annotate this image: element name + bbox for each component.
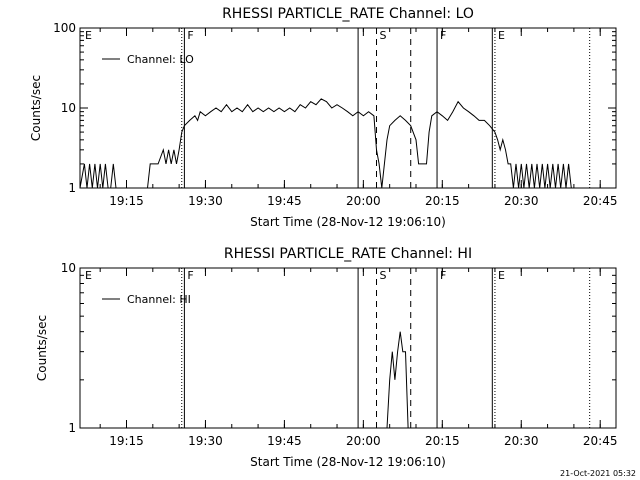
event-marker-label: F xyxy=(440,269,446,282)
series-line xyxy=(386,331,409,429)
y-tick-label: 10 xyxy=(61,261,76,275)
event-marker-label: E xyxy=(498,269,505,282)
x-tick-label: 20:45 xyxy=(583,434,618,448)
y-tick-label: 1 xyxy=(68,421,76,435)
y-axis-label-hi: Counts/sec xyxy=(35,315,49,381)
x-tick-label: 20:00 xyxy=(346,194,381,208)
x-tick-label: 20:15 xyxy=(425,434,460,448)
event-marker-label: E xyxy=(85,269,92,282)
legend-label: Channel: LO xyxy=(127,53,194,66)
event-marker-label: S xyxy=(380,29,387,42)
x-axis-label-lo: Start Time (28-Nov-12 19:06:10) xyxy=(250,215,446,229)
event-marker-label: E xyxy=(85,29,92,42)
series-line xyxy=(79,98,574,189)
x-tick-label: 20:30 xyxy=(504,434,539,448)
y-axis-label-lo: Counts/sec xyxy=(29,75,43,141)
chart-title-hi: RHESSI PARTICLE_RATE Channel: HI xyxy=(224,246,472,262)
event-marker-label: F xyxy=(187,269,193,282)
x-tick-label: 20:30 xyxy=(504,194,539,208)
event-marker-label: F xyxy=(440,29,446,42)
chart-title-lo: RHESSI PARTICLE_RATE Channel: LO xyxy=(222,6,474,22)
event-marker-label: E xyxy=(498,29,505,42)
y-tick-label: 1 xyxy=(68,181,76,195)
x-tick-label: 19:30 xyxy=(188,194,223,208)
x-tick-label: 20:00 xyxy=(346,434,381,448)
y-tick-label: 10 xyxy=(61,101,76,115)
x-tick-label: 19:45 xyxy=(267,194,302,208)
panel-lo: RHESSI PARTICLE_RATE Channel: LO Counts/… xyxy=(29,6,618,229)
event-marker-label: F xyxy=(187,29,193,42)
x-tick-label: 19:30 xyxy=(188,434,223,448)
x-axis-label-hi: Start Time (28-Nov-12 19:06:10) xyxy=(250,455,446,469)
event-marker-label: S xyxy=(380,269,387,282)
y-tick-label: 100 xyxy=(53,21,76,35)
x-tick-label: 19:45 xyxy=(267,434,302,448)
x-tick-label: 19:15 xyxy=(109,434,144,448)
plot-frame xyxy=(79,27,617,189)
generation-timestamp: 21-Oct-2021 05:32 xyxy=(560,469,636,478)
panel-hi: RHESSI PARTICLE_RATE Channel: HI Counts/… xyxy=(35,246,618,469)
x-tick-label: 19:15 xyxy=(109,194,144,208)
legend-label: Channel: HI xyxy=(127,293,191,306)
plot-frame xyxy=(79,267,617,429)
x-tick-label: 20:45 xyxy=(583,194,618,208)
x-tick-label: 20:15 xyxy=(425,194,460,208)
